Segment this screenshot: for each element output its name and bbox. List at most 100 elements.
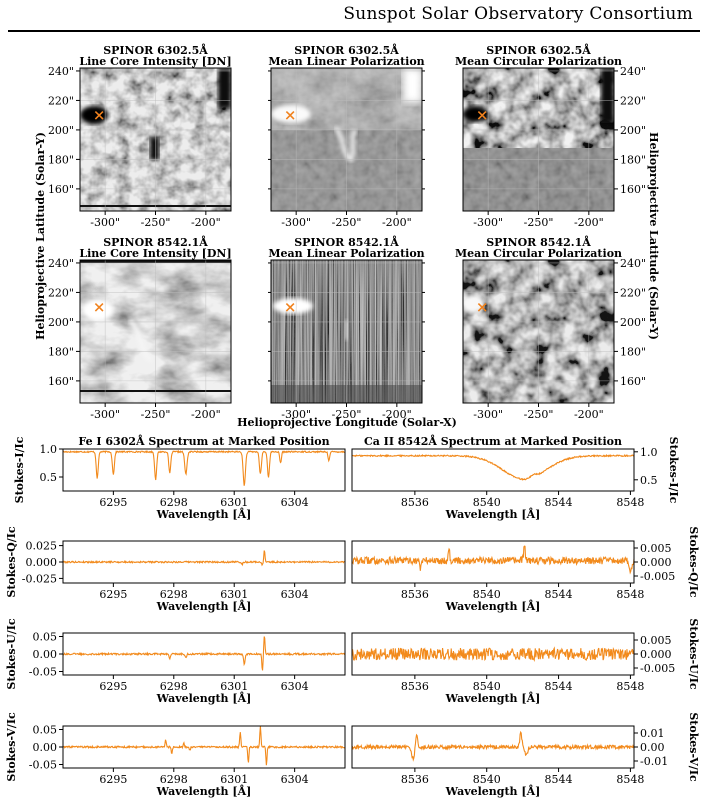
x-tick-label: 8548 (616, 588, 644, 601)
x-tick-label: 6301 (220, 496, 248, 509)
position-marker: × (93, 106, 106, 124)
y-tick-label: 1.0 (640, 446, 658, 459)
map-title-line2: Mean Linear Polarization (268, 247, 424, 260)
x-tick-label: 8540 (473, 496, 501, 509)
y-tick-label: 220" (48, 286, 74, 299)
x-tick-label: -250" (524, 408, 554, 421)
spectrum-ylabel: Stokes-U/Ic (687, 618, 700, 689)
x-tick-label: -300" (90, 216, 120, 229)
spectrum-ylabel: Stokes-V/Ic (687, 712, 700, 782)
spectrum-ylabel: Stokes-Q/Ic (5, 526, 18, 597)
x-tick-label: 8548 (616, 496, 644, 509)
spectrum-xlabel: Wavelength [Å] (156, 691, 252, 705)
spectrum-frame (351, 448, 635, 492)
position-marker: × (284, 106, 297, 124)
y-tick-label: 0.00 (640, 741, 665, 754)
map-title-line2: Mean Circular Polarization (455, 247, 622, 260)
x-tick-label: 8536 (401, 773, 429, 786)
spectrum-line (63, 726, 345, 766)
y-tick-label: 220" (48, 94, 74, 107)
spectrum-line (352, 545, 634, 575)
y-tick-label: 0.5 (640, 474, 658, 487)
map-title-line1: SPINOR 8542.1Å (103, 235, 208, 249)
x-tick-label: 8536 (401, 588, 429, 601)
map-title-line1: SPINOR 8542.1Å (294, 235, 399, 249)
spectrum-xlabel: Wavelength [Å] (156, 784, 252, 798)
x-tick-label: 6298 (160, 773, 188, 786)
spectrum-line (352, 730, 634, 762)
header-rule (8, 30, 700, 32)
spectrum-title: Ca II 8542Å Spectrum at Marked Position (364, 434, 622, 448)
map-title-line1: SPINOR 8542.1Å (486, 235, 591, 249)
x-tick-label: 8540 (473, 773, 501, 786)
y-tick-label: 180" (48, 153, 74, 166)
spectrum-panels: Fe I 6302Å Spectrum at Marked Position 62… (5, 434, 700, 798)
spectrum-xlabel: Wavelength [Å] (445, 784, 541, 798)
x-tick-label: -300" (90, 408, 120, 421)
spectrum-xlabel: Wavelength [Å] (156, 507, 252, 521)
y-tick-label: -0.025 (22, 572, 57, 585)
header-title: Sunspot Solar Observatory Consortium (343, 4, 693, 24)
x-tick-label: 6304 (281, 496, 309, 509)
spectrum-line (352, 646, 634, 662)
spectrum-panel-fe-stokes-u: 6295 6298 6301 6304 Wavelength [Å] -0.05 0.00 0… (5, 618, 346, 705)
spectrum-line (63, 636, 345, 671)
x-tick-label: -250" (332, 216, 362, 229)
x-tick-label: -300" (473, 408, 503, 421)
y-tick-label: 160" (620, 375, 646, 388)
y-tick-label: 0.005 (640, 634, 672, 647)
x-tick-label: 8544 (545, 773, 573, 786)
spectrum-panel-fe-stokes-q: 6295 6298 6301 6304 Wavelength [Å] -0.025 0.00… (5, 526, 346, 613)
x-tick-label: 8544 (545, 496, 573, 509)
y-tick-label: 240" (48, 65, 74, 78)
spectrum-panel-ca-stokes-v: 8536 8540 8544 8548 Wavelength [Å] -0.010.000… (351, 712, 700, 798)
x-tick-label: 8540 (473, 680, 501, 693)
x-tick-label: 6301 (220, 773, 248, 786)
y-tick-label: -0.05 (29, 759, 57, 772)
spectrum-frame (62, 448, 346, 492)
y-tick-label: -0.05 (29, 666, 57, 679)
x-tick-label: -250" (524, 216, 554, 229)
spectrum-line (63, 449, 345, 486)
spectrum-line (352, 453, 634, 481)
x-tick-label: 8544 (545, 680, 573, 693)
x-tick-label: 8548 (616, 773, 644, 786)
map-image (463, 260, 614, 403)
y-tick-label: 160" (620, 183, 646, 196)
y-tick-label: -0.005 (640, 662, 675, 675)
spectrum-panel-fe-stokes-i: Fe I 6302Å Spectrum at Marked Position 62… (13, 434, 346, 521)
y-tick-label: 180" (620, 345, 646, 358)
x-tick-label: 8536 (401, 496, 429, 509)
y-tick-label: 0.000 (26, 556, 58, 569)
x-tick-label: 6295 (99, 680, 127, 693)
y-tick-label: 0.025 (26, 540, 58, 553)
x-tick-label: 8536 (401, 680, 429, 693)
spectrum-title: Fe I 6302Å Spectrum at Marked Position (78, 434, 329, 448)
y-tick-label: 240" (620, 257, 646, 270)
x-tick-label: 6295 (99, 588, 127, 601)
x-tick-label: 6301 (220, 680, 248, 693)
x-tick-label: -250" (141, 216, 171, 229)
x-tick-label: -250" (332, 408, 362, 421)
map-title-line1: SPINOR 6302.5Å (294, 43, 399, 57)
y-tick-label: 240" (48, 257, 74, 270)
position-marker: × (476, 106, 489, 124)
x-tick-label: 8540 (473, 588, 501, 601)
x-tick-label: -200" (574, 408, 604, 421)
map-grid (80, 68, 231, 211)
x-tick-label: -200" (191, 216, 221, 229)
y-tick-label: 0.05 (33, 724, 58, 737)
map-ylabel-right: Helioprojective Latitude (Solar-Y) (647, 132, 660, 340)
y-tick-label: 1.0 (40, 443, 58, 456)
y-tick-label: 220" (620, 286, 646, 299)
spectrum-ylabel: Stokes-U/Ic (5, 618, 18, 689)
spectrum-ylabel: Stokes-I/Ic (13, 436, 26, 503)
